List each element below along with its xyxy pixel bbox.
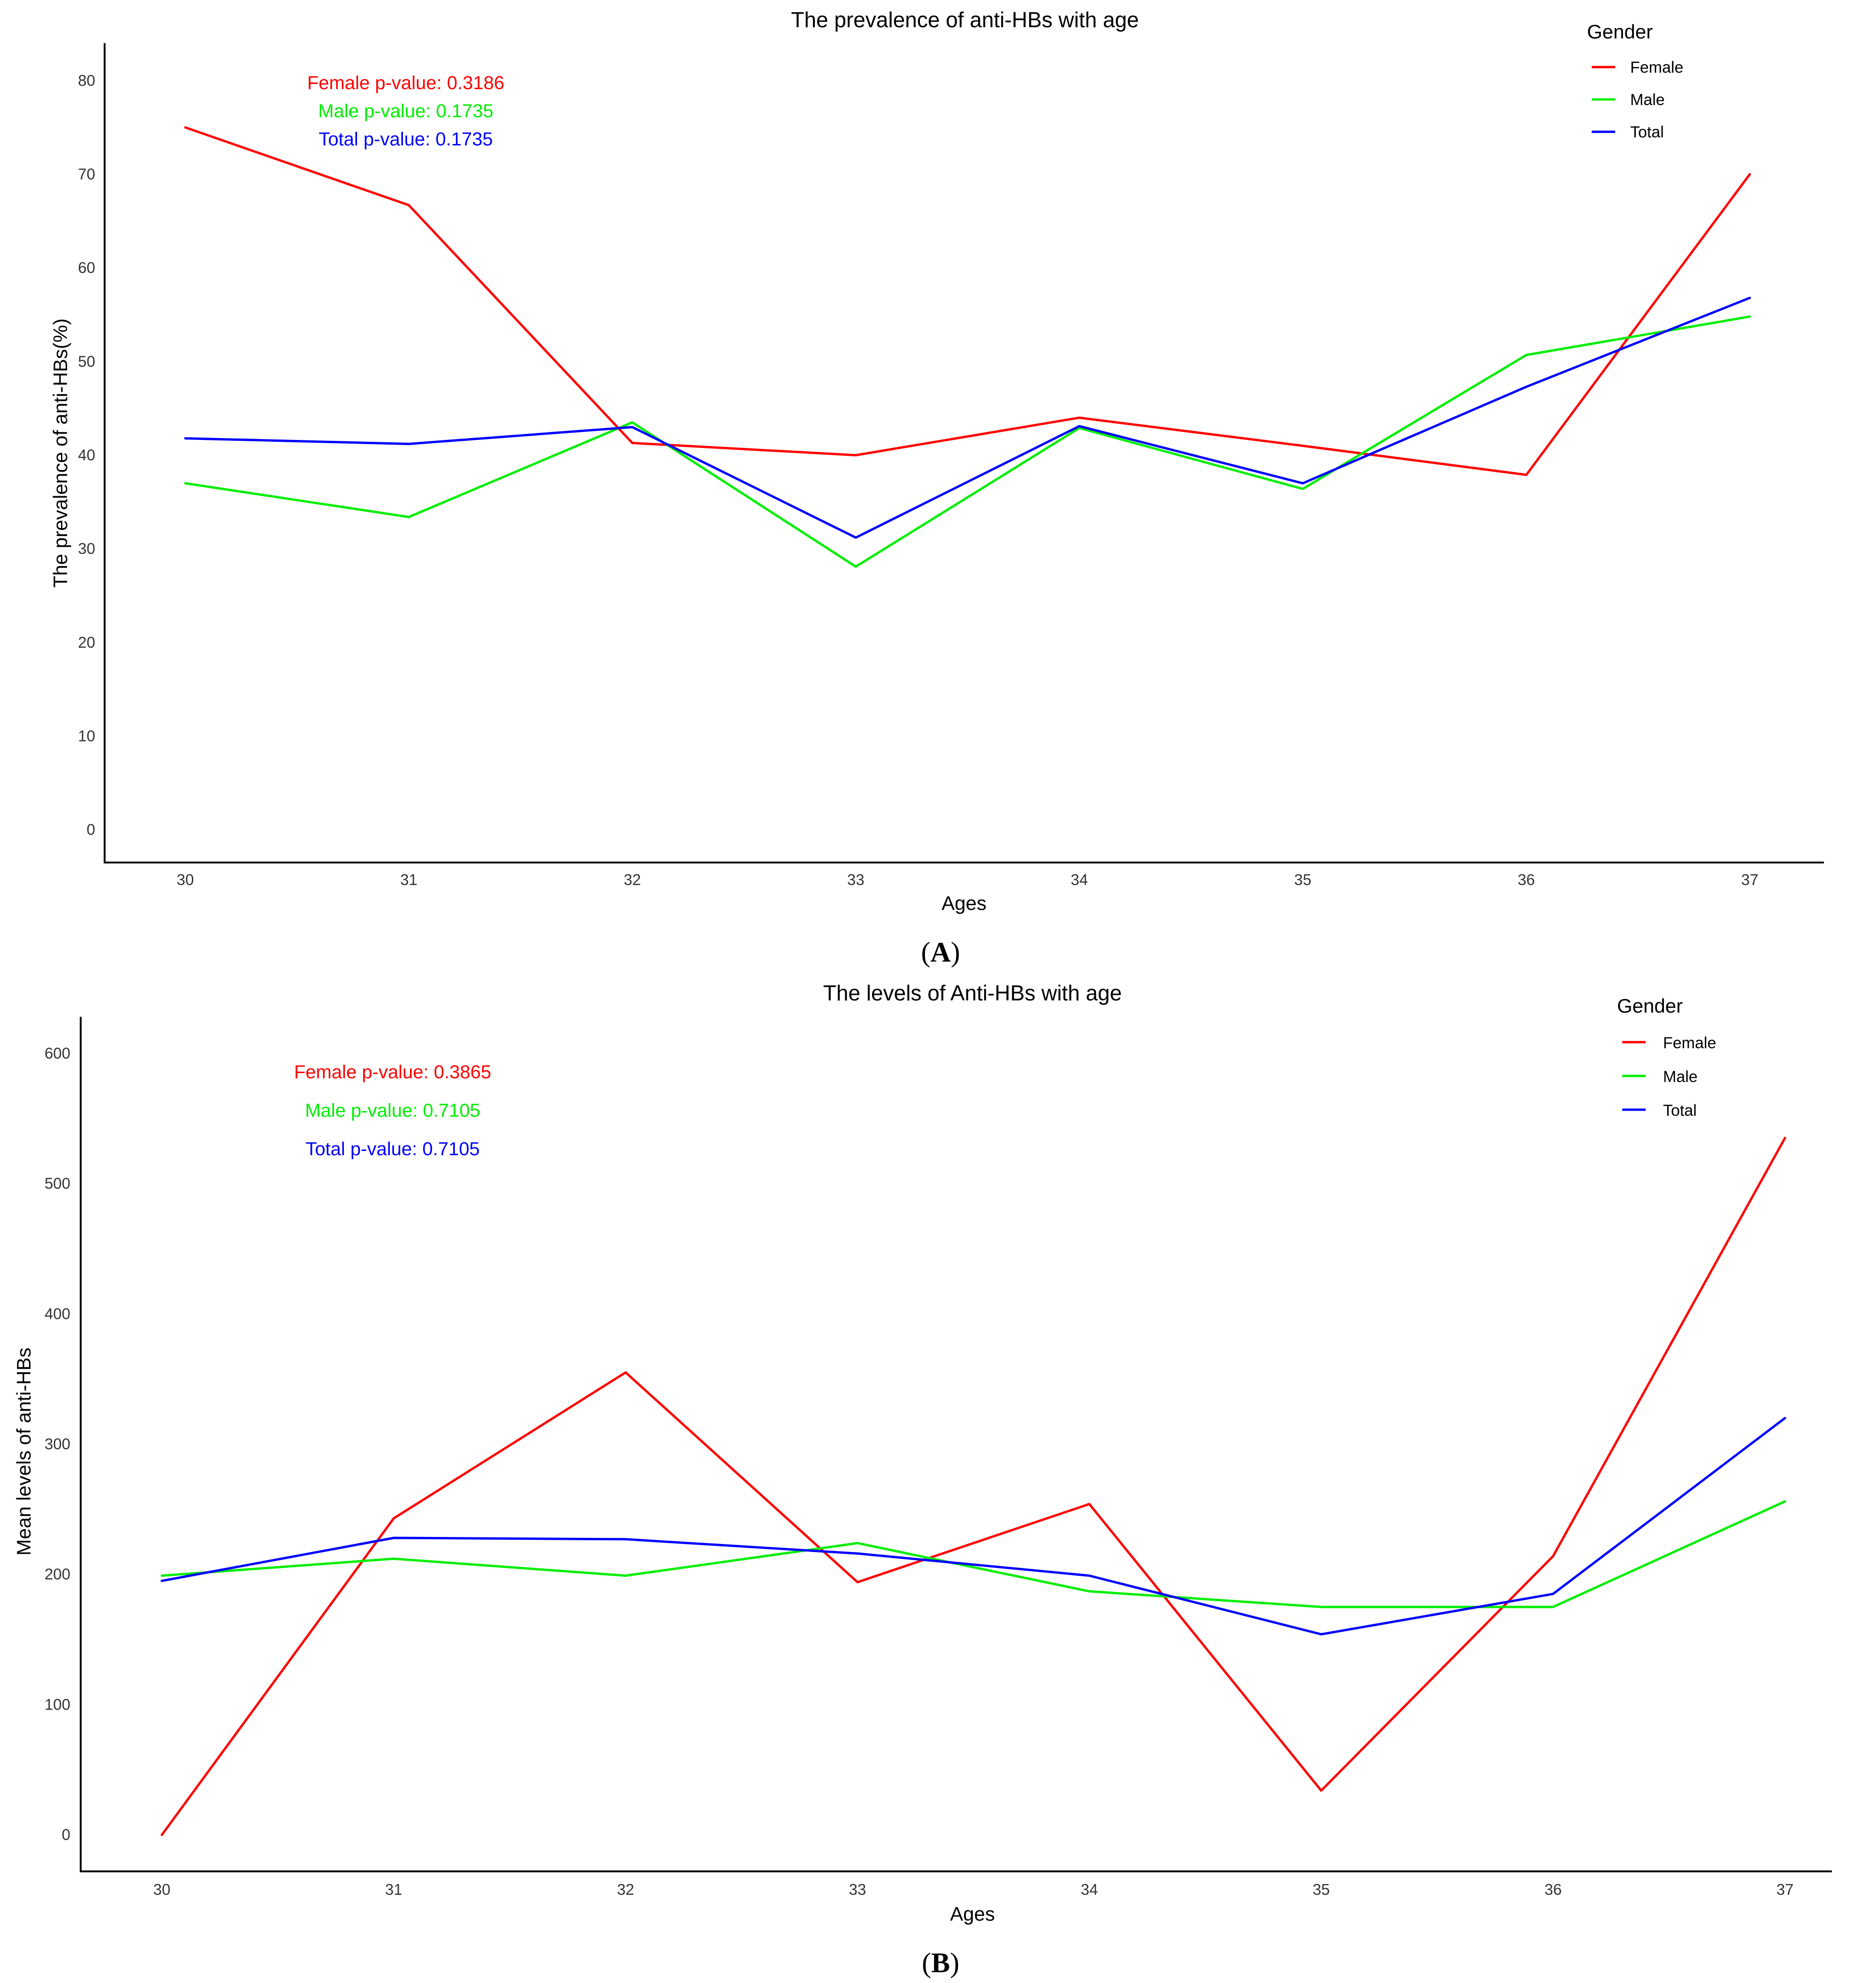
panel-a-chart: The prevalence of anti-HBs with age Fema… <box>49 8 1824 968</box>
chart-a-annotation-total: Total p-value: 0.1735 <box>319 129 493 150</box>
chart-a-y-ticks: 0 10 20 30 40 50 60 70 80 <box>78 72 95 838</box>
chart-a-x-ticks: 30 31 32 33 34 35 36 37 <box>177 871 1759 888</box>
chart-b-x-tick-label: 34 <box>1081 1881 1098 1898</box>
panel-b-label: (B) <box>922 1947 959 1978</box>
chart-b-x-tick-label: 37 <box>1777 1881 1794 1898</box>
chart-b-legend-label-female: Female <box>1663 1034 1716 1052</box>
panel-a-label: (A) <box>921 937 960 968</box>
chart-b-annotation-male: Male p-value: 0.7105 <box>305 1100 480 1121</box>
chart-b-x-tick-label: 33 <box>849 1881 866 1898</box>
chart-b-title: The levels of Anti-HBs with age <box>823 981 1122 1005</box>
chart-a-y-tick-label: 0 <box>87 821 95 838</box>
chart-b-x-label: Ages <box>950 1903 995 1925</box>
chart-b-annotation-total: Total p-value: 0.7105 <box>305 1139 479 1159</box>
chart-b-y-tick-label: 300 <box>45 1435 70 1453</box>
chart-a-series-line-male <box>184 315 1751 568</box>
chart-b-x-tick-label: 35 <box>1313 1881 1330 1898</box>
chart-a-y-tick-label: 10 <box>78 727 95 744</box>
chart-b-series-line-female <box>160 1136 1786 1836</box>
chart-b-y-label: Mean levels of anti-HBs <box>13 1347 35 1556</box>
chart-a-x-tick-label: 30 <box>177 871 194 888</box>
chart-b-x-tick-label: 30 <box>153 1881 171 1898</box>
chart-b-y-tick-label: 500 <box>45 1175 70 1192</box>
chart-b-annotation-female: Female p-value: 0.3865 <box>294 1062 491 1082</box>
chart-a-y-tick-label: 30 <box>78 540 95 557</box>
chart-b-legend-label-total: Total <box>1663 1102 1697 1120</box>
chart-b-x-tick-label: 32 <box>617 1881 634 1898</box>
chart-a-x-tick-label: 36 <box>1518 871 1535 888</box>
chart-a-annotation-male: Male p-value: 0.1735 <box>318 101 494 121</box>
chart-b-x-tick-label: 31 <box>385 1881 403 1898</box>
chart-a-x-tick-label: 37 <box>1741 871 1759 888</box>
chart-b-y-tick-label: 100 <box>45 1695 70 1713</box>
chart-b-series-line-male <box>160 1500 1786 1608</box>
chart-a-y-tick-label: 20 <box>78 634 95 651</box>
chart-a-x-tick-label: 34 <box>1071 871 1088 888</box>
chart-b-legend-title: Gender <box>1617 995 1683 1017</box>
chart-a-legend-label-male: Male <box>1630 91 1665 109</box>
chart-b-y-tick-label: 0 <box>62 1826 70 1843</box>
chart-a-series-line-female <box>184 126 1751 476</box>
chart-b-legend: Gender Female Male Total <box>1617 995 1716 1120</box>
chart-a-x-tick-label: 32 <box>623 871 641 888</box>
chart-a-legend-title: Gender <box>1587 21 1653 43</box>
chart-b-x-ticks: 30 31 32 33 34 35 36 37 <box>153 1881 1794 1898</box>
chart-a-y-tick-label: 40 <box>78 446 95 463</box>
chart-a-title: The prevalence of anti-HBs with age <box>791 8 1139 32</box>
chart-a-y-tick-label: 50 <box>78 353 95 370</box>
chart-a-x-tick-label: 31 <box>400 871 418 888</box>
chart-b-series-line-total <box>160 1417 1786 1635</box>
chart-a-annotation-female: Female p-value: 0.3186 <box>307 73 504 93</box>
chart-a-y-label: The prevalence of anti-HBs(%) <box>49 318 71 588</box>
chart-b-y-tick-label: 400 <box>45 1305 70 1322</box>
chart-a-y-tick-label: 80 <box>78 72 95 89</box>
chart-a-legend: Gender Female Male Total <box>1587 21 1683 141</box>
chart-a-y-tick-label: 60 <box>78 259 95 276</box>
chart-a-series-line-total <box>184 296 1751 539</box>
chart-a-x-label: Ages <box>942 892 987 914</box>
chart-a-legend-label-total: Total <box>1630 123 1664 141</box>
chart-b-y-tick-label: 600 <box>45 1044 70 1062</box>
chart-a-legend-label-female: Female <box>1630 59 1683 76</box>
chart-b-x-tick-label: 36 <box>1544 1881 1562 1898</box>
chart-b-y-ticks: 0 100 200 300 400 500 600 <box>45 1044 70 1843</box>
chart-a-x-tick-label: 33 <box>847 871 865 888</box>
chart-b-legend-label-male: Male <box>1663 1068 1698 1086</box>
chart-b-series <box>160 1136 1786 1836</box>
chart-a-y-tick-label: 70 <box>78 166 95 183</box>
panel-b-chart: The levels of Anti-HBs with age Female p… <box>13 981 1832 1978</box>
chart-a-series <box>184 126 1751 568</box>
chart-a-x-tick-label: 35 <box>1294 871 1312 888</box>
chart-b-y-tick-label: 200 <box>45 1566 70 1583</box>
